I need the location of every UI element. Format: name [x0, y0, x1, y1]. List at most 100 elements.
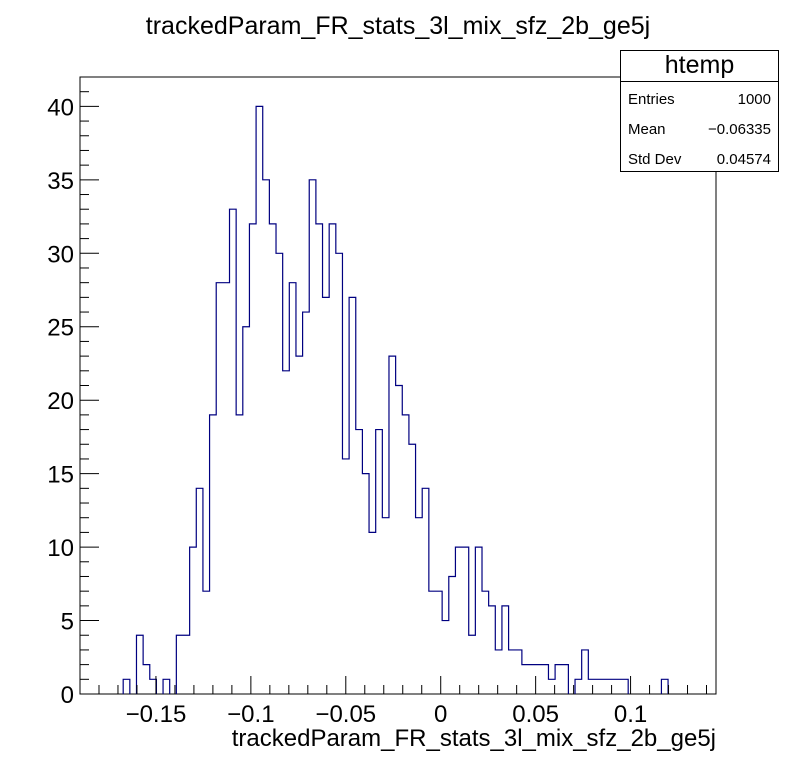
- histogram-bin: [342, 459, 349, 694]
- histogram-bin: [203, 591, 210, 694]
- histogram-bin: [382, 518, 389, 694]
- histogram-bin: [522, 665, 529, 694]
- histogram-bin: [376, 430, 383, 694]
- y-tick-label: 30: [47, 241, 74, 268]
- stats-std-row: Std Dev 0.04574: [621, 142, 778, 172]
- histogram-bin: [236, 415, 243, 694]
- x-tick-label: 0.1: [614, 701, 647, 728]
- histogram-bin: [303, 312, 310, 694]
- histogram-bin: [243, 327, 250, 694]
- histogram-bin: [296, 356, 303, 694]
- y-tick-label: 25: [47, 315, 74, 342]
- histogram-bin: [429, 591, 436, 694]
- x-axis-label: trackedParam_FR_stats_3l_mix_sfz_2b_ge5j: [232, 725, 716, 752]
- histogram-bin: [223, 283, 230, 694]
- histogram-bin: [402, 415, 409, 694]
- histogram-bin: [230, 209, 237, 694]
- stats-entries-row: Entries 1000: [621, 82, 778, 112]
- histogram-bin: [582, 650, 589, 694]
- histogram-bin: [216, 283, 223, 694]
- histogram-bin: [422, 488, 429, 694]
- y-tick-label: 0: [61, 682, 74, 709]
- stats-mean-value: −0.06335: [708, 121, 771, 138]
- histogram-bin: [123, 679, 130, 694]
- stats-std-label: Std Dev: [628, 151, 682, 168]
- histogram-bin: [462, 547, 469, 694]
- x-tick-label: 0: [434, 701, 447, 728]
- histogram-bin: [542, 665, 549, 694]
- histogram-bin: [529, 665, 536, 694]
- histogram-bin: [509, 650, 516, 694]
- histogram-outline: [122, 105, 669, 694]
- stats-box: htemp Entries 1000 Mean −0.06335 Std Dev…: [620, 50, 779, 172]
- histogram-bin: [143, 665, 150, 694]
- histogram-bin: [316, 224, 323, 694]
- histogram-bin: [256, 106, 263, 694]
- histogram-bin: [389, 356, 396, 694]
- histogram-bin: [575, 679, 582, 694]
- stats-entries-label: Entries: [628, 91, 675, 108]
- histogram-bin: [183, 635, 190, 694]
- histogram-bin: [489, 606, 496, 694]
- histogram-bin: [661, 679, 668, 694]
- histogram-bin: [449, 576, 456, 694]
- x-tick-label: 0.05: [512, 701, 559, 728]
- histogram-bin: [263, 180, 270, 694]
- histogram-bin: [269, 224, 276, 694]
- histogram-bin: [150, 679, 157, 694]
- histogram-bin: [588, 679, 595, 694]
- histogram-bin: [369, 532, 376, 694]
- x-tick-label: −0.05: [315, 701, 376, 728]
- histogram-bin: [409, 444, 416, 694]
- histogram-bin: [615, 679, 622, 694]
- histogram-bin: [136, 635, 143, 694]
- y-tick-label: 40: [47, 94, 74, 121]
- histogram-bin: [502, 606, 509, 694]
- histogram-bin: [469, 635, 476, 694]
- histogram-bin: [362, 474, 369, 694]
- y-tick-label: 10: [47, 535, 74, 562]
- histogram-bin: [442, 621, 449, 694]
- histogram-bin: [482, 591, 489, 694]
- histogram-bin: [535, 665, 542, 694]
- histogram-bin: [475, 547, 482, 694]
- histogram-bin: [396, 386, 403, 695]
- histogram-bin: [622, 679, 629, 694]
- histogram-bin: [562, 665, 569, 694]
- histogram-bin: [495, 650, 502, 694]
- histogram-bin: [416, 518, 423, 694]
- histogram-bin: [176, 635, 183, 694]
- histogram-bin: [283, 371, 290, 694]
- histogram-bin: [356, 430, 363, 694]
- stats-entries-value: 1000: [737, 91, 771, 108]
- histogram-bin: [349, 297, 356, 694]
- histogram-bin: [329, 224, 336, 694]
- histogram-bin: [309, 180, 316, 694]
- histogram-bin: [336, 253, 343, 694]
- y-tick-label: 5: [61, 609, 74, 636]
- plot-title: trackedParam_FR_stats_3l_mix_sfz_2b_ge5j: [145, 12, 651, 40]
- histogram-bin: [210, 415, 217, 694]
- x-tick-label: −0.15: [126, 701, 187, 728]
- histogram-bin: [602, 679, 609, 694]
- stats-mean-row: Mean −0.06335: [621, 112, 778, 142]
- histogram-bin: [276, 253, 283, 694]
- y-tick-label: 20: [47, 388, 74, 415]
- histogram-bin: [548, 679, 555, 694]
- histogram-bin: [163, 679, 170, 694]
- histogram-bin: [595, 679, 602, 694]
- stats-box-title: htemp: [621, 51, 778, 82]
- histogram-bin: [196, 488, 203, 694]
- histogram-bin: [190, 547, 197, 694]
- histogram-bin: [249, 224, 256, 694]
- stats-mean-label: Mean: [628, 121, 666, 138]
- x-tick-label: −0.1: [227, 701, 274, 728]
- y-tick-label: 35: [47, 168, 74, 195]
- y-tick-label: 15: [47, 462, 74, 489]
- stats-std-value: 0.04574: [716, 151, 771, 168]
- histogram-bin: [555, 665, 562, 694]
- histogram-bin: [323, 297, 330, 694]
- histogram-bin: [455, 547, 462, 694]
- histogram-bin: [289, 283, 296, 694]
